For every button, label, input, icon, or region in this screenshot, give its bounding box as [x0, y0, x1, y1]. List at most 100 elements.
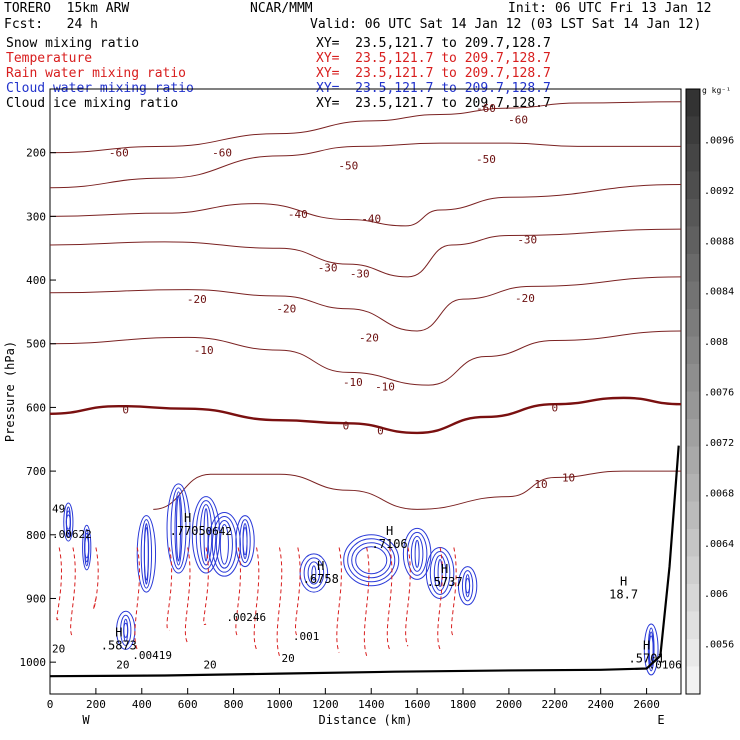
rain-label-0: .00622 [52, 528, 92, 541]
plot-frame [49, 88, 682, 695]
cloud-water-contour-0-3 [65, 514, 71, 530]
colorbar-segment-18 [686, 584, 700, 612]
contour-label-2-0: -40 [288, 208, 308, 221]
max-value-3: .5873 [101, 639, 137, 653]
y-tick-label-8: 1000 [20, 656, 47, 669]
colorbar-segment-4 [686, 199, 700, 227]
cloud-water-contour-5-1 [211, 516, 237, 573]
contour-label-2-1: -40 [361, 212, 381, 225]
contour-label-3-1: -30 [350, 268, 370, 281]
contour-label-7-1: 10 [562, 471, 575, 484]
cloud-water-contour-7-2 [307, 561, 321, 585]
temperature-contour-3 [49, 228, 682, 278]
header-fcst: Fcst: 24 h [4, 17, 98, 32]
max-marker-1: H [386, 524, 393, 538]
cloud-water-contour-8-2 [351, 542, 392, 579]
colorbar-segment-5 [686, 226, 700, 255]
rain-contour-15 [437, 547, 443, 650]
colorbar-tick-7: .0068 [704, 488, 734, 499]
cloud-water-contour-6-3 [242, 527, 248, 556]
cloud-water-contour-2-0 [136, 515, 157, 593]
x-tick-label-3: 600 [178, 698, 198, 711]
x-tick-label-9: 1800 [450, 698, 477, 711]
colorbar-tick-6: .0072 [704, 438, 734, 449]
colorbar-segment-13 [686, 446, 700, 475]
max-value-2: .6758 [303, 572, 339, 586]
x-tick-label-5: 1000 [266, 698, 293, 711]
cloud-water-contour-9-2 [410, 535, 424, 572]
cloud-water-contour-13-0 [643, 623, 659, 676]
y-tick-label-4: 600 [26, 401, 46, 414]
field-name-3: Cloud water mixing ratio [6, 81, 194, 96]
max-value-0: 18.7 [609, 588, 638, 602]
contour-label-4-2: -20 [359, 331, 379, 344]
contour-label-3-0: -30 [318, 261, 338, 274]
max-marker-2: H [317, 559, 324, 573]
cloud-water-contour-5-2 [215, 520, 233, 569]
y-tick-label-6: 800 [26, 529, 46, 542]
colorbar-tick-5: .0076 [704, 388, 734, 399]
colorbar-segment-14 [686, 474, 700, 502]
max-value-4: .5737 [427, 575, 463, 589]
colorbar-segment-21 [686, 666, 700, 695]
cloud-water-contour-3-3 [175, 495, 181, 562]
y-tick-label-1: 300 [26, 210, 46, 223]
contour-label-0-2: -60 [476, 102, 496, 115]
max-marker-3: H [115, 626, 122, 640]
y-tick-label-3: 500 [26, 338, 46, 351]
field-name-1: Temperature [6, 51, 93, 66]
x-axis-label: Distance (km) [319, 713, 413, 727]
cloud-water-contour-7-0 [299, 553, 329, 593]
rain-contour-4 [166, 547, 173, 631]
contour-label-0-3: -60 [508, 114, 528, 127]
rain-label-9: 20 [203, 659, 216, 672]
cloud-water-contour-7-3 [311, 565, 317, 581]
rain-label-10: 20 [281, 652, 294, 665]
contour-label-5-2: -10 [375, 380, 395, 393]
colorbar-segment-20 [686, 639, 700, 667]
x-tick-label-12: 2400 [587, 698, 614, 711]
contour-label-3-2: -30 [517, 233, 537, 246]
colorbar-segment-0 [686, 89, 700, 117]
cloud-water-contour-5-0 [207, 512, 241, 577]
cloud-water-contour-1-3 [84, 536, 90, 559]
x-tick-label-8: 1600 [404, 698, 431, 711]
contour-label-6-0: 0 [122, 403, 129, 416]
contour-label-7-0: 10 [534, 478, 547, 491]
colorbar-tick-2: .0088 [704, 236, 734, 247]
colorbar-segment-10 [686, 364, 700, 392]
rain-contour-16 [451, 547, 457, 638]
field-name-2: Rain water mixing ratio [6, 66, 187, 81]
colorbar-segment-12 [686, 419, 700, 447]
colorbar-tick-10: .0056 [704, 640, 734, 651]
east-label: E [657, 713, 664, 727]
cloud-water-contour-3-2 [174, 491, 183, 566]
x-tick-label-11: 2200 [542, 698, 569, 711]
temperature-contour-6 [49, 396, 682, 435]
colorbar-tick-0: .0096 [704, 135, 734, 146]
cloud-water-contour-3-0 [166, 483, 191, 574]
cloud-water-contour-10-3 [437, 559, 443, 587]
rain-label-2: .00419 [132, 649, 172, 662]
cloud-water-contour-11-0 [457, 566, 478, 606]
colorbar-tick-9: .006 [704, 589, 728, 600]
colorbar-segment-8 [686, 309, 700, 337]
field-xy-0: XY= 23.5,121.7 to 209.7,128.7 [316, 36, 551, 51]
rain-contour-9 [276, 547, 283, 656]
colorbar-segment-7 [686, 281, 700, 310]
colorbar-segment-11 [686, 391, 700, 420]
x-tick-label-6: 1200 [312, 698, 339, 711]
y-tick-label-2: 400 [26, 274, 46, 287]
cloud-water-contour-6-0 [235, 515, 255, 568]
cloud-water-contour-13-1 [647, 627, 655, 672]
contour-label-0-0: -60 [109, 147, 129, 160]
temperature-contour-7 [153, 470, 681, 510]
cloud-water-contour-12-0 [116, 610, 136, 650]
rain-contour-10 [295, 547, 301, 638]
cloud-water-contour-4-2 [199, 504, 213, 566]
colorbar-unit: g kg⁻¹ [702, 86, 731, 95]
rain-label-1: 49 [52, 503, 65, 516]
rain-contour-3 [134, 547, 140, 650]
cloud-water-contour-0-0 [63, 502, 74, 542]
contour-label-5-1: -10 [343, 376, 363, 389]
